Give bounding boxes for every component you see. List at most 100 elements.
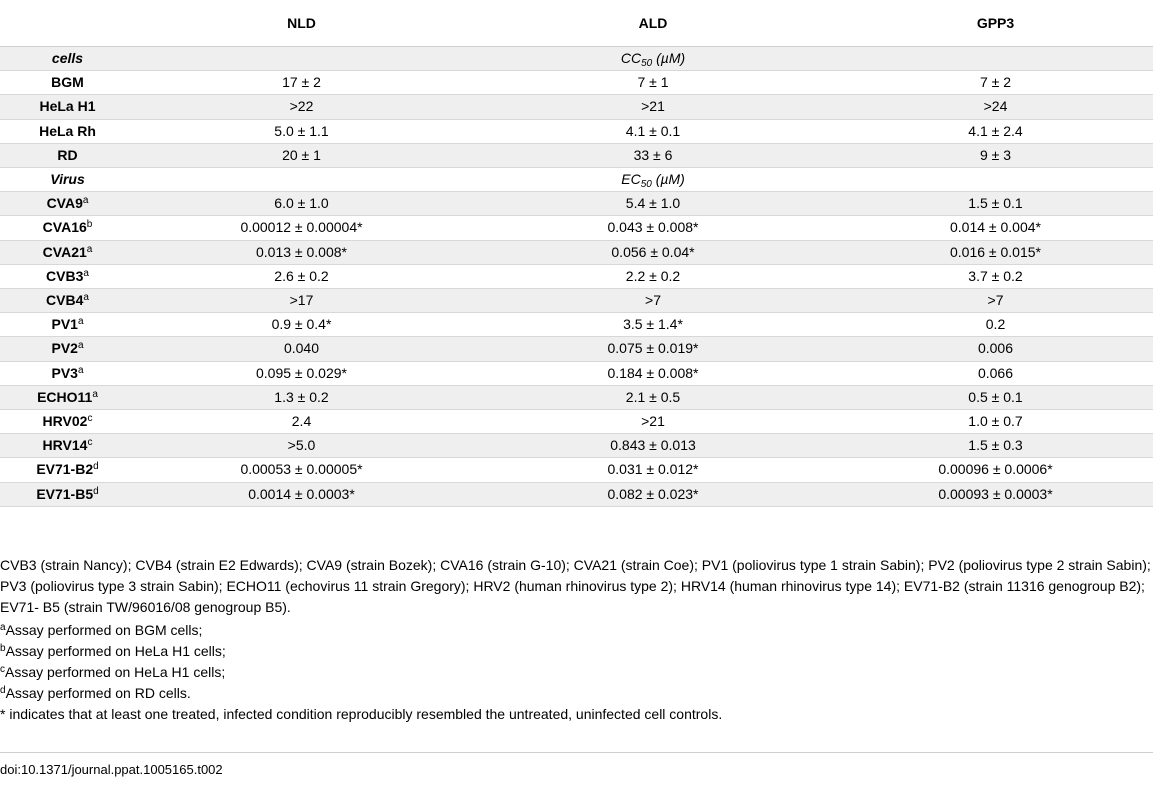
table-row: EV71-B5d 0.0014 ± 0.0003* 0.082 ± 0.023* 0.… xyxy=(0,482,1153,507)
assay-note: bAssay performed on HeLa H1 cells; xyxy=(0,641,1153,662)
row-label: CVA16b xyxy=(0,215,135,241)
value-nld: 17 ± 2 xyxy=(135,70,468,96)
value-gpp3: 0.00096 ± 0.0006* xyxy=(838,457,1153,483)
value-gpp3: 0.014 ± 0.004* xyxy=(838,215,1153,241)
value-ald: 2.1 ± 0.5 xyxy=(468,385,838,411)
value-nld: 0.095 ± 0.029* xyxy=(135,361,468,386)
footnote-mark: a xyxy=(77,340,84,352)
header-nld: NLD xyxy=(135,0,468,47)
table-row: PV1a 0.9 ± 0.4* 3.5 ± 1.4* 0.2 xyxy=(0,312,1153,338)
note-mark: a xyxy=(0,622,6,633)
footnote-mark: a xyxy=(83,292,89,304)
assay-note: dAssay performed on RD cells. xyxy=(0,683,1153,704)
value-ald: 0.075 ± 0.019* xyxy=(468,336,838,362)
footnote-mark: c xyxy=(87,437,93,449)
table-row: PV3a 0.095 ± 0.029* 0.184 ± 0.008* 0.066 xyxy=(0,361,1153,386)
value-gpp3: >7 xyxy=(838,288,1153,314)
row-label: RD xyxy=(0,143,135,169)
value-gpp3: 1.5 ± 0.1 xyxy=(838,191,1153,217)
section-unit: CC50 (µM) xyxy=(468,46,838,72)
value-gpp3: 3.7 ± 0.2 xyxy=(838,264,1153,290)
value-nld: >5.0 xyxy=(135,433,468,459)
row-label: CVA21a xyxy=(0,240,135,265)
empty-cell xyxy=(838,167,1153,193)
empty-cell xyxy=(135,167,468,193)
row-name: HeLa Rh xyxy=(39,122,96,139)
row-label: BGM xyxy=(0,70,135,96)
value-nld: 0.0014 ± 0.0003* xyxy=(135,482,468,507)
table-row: CVB4a >17 >7 >7 xyxy=(0,288,1153,314)
value-ald: 0.031 ± 0.012* xyxy=(468,457,838,483)
row-label: EV71-B2d xyxy=(0,457,135,483)
row-name: HRV14 xyxy=(42,437,88,454)
footnote-mark: a xyxy=(77,316,84,328)
value-ald: 4.1 ± 0.1 xyxy=(468,119,838,144)
value-ald: 2.2 ± 0.2 xyxy=(468,264,838,290)
doi-text: doi:10.1371/journal.ppat.1005165.t002 xyxy=(0,762,223,777)
value-gpp3: 9 ± 3 xyxy=(838,143,1153,169)
row-label: CVB4a xyxy=(0,288,135,314)
row-name: HeLa H1 xyxy=(39,98,96,115)
divider xyxy=(0,752,1153,753)
footnote-mark: d xyxy=(93,461,99,473)
value-nld: >17 xyxy=(135,288,468,314)
value-gpp3: 1.5 ± 0.3 xyxy=(838,433,1153,459)
row-label: CVA9a xyxy=(0,191,135,217)
unit-subscript: 50 xyxy=(640,179,652,191)
empty-cell xyxy=(135,46,468,72)
value-nld: 0.040 xyxy=(135,336,468,362)
footnote-mark: a xyxy=(83,267,89,279)
section-label: Virus xyxy=(0,167,135,193)
row-name: PV3 xyxy=(51,364,78,381)
value-gpp3: 0.006 xyxy=(838,336,1153,362)
row-name: HRV02 xyxy=(42,413,88,430)
value-ald: 0.184 ± 0.008* xyxy=(468,361,838,386)
note-text: Assay performed on HeLa H1 cells; xyxy=(5,643,226,659)
value-nld: 5.0 ± 1.1 xyxy=(135,119,468,144)
value-gpp3: 7 ± 2 xyxy=(838,70,1153,96)
value-nld: >22 xyxy=(135,94,468,120)
row-name: BGM xyxy=(51,74,84,91)
table-row: HRV14c >5.0 0.843 ± 0.013 1.5 ± 0.3 xyxy=(0,433,1153,459)
table-row: CVA9a 6.0 ± 1.0 5.4 ± 1.0 1.5 ± 0.1 xyxy=(0,191,1153,217)
note-mark: d xyxy=(0,685,6,696)
footnote-mark: c xyxy=(87,413,93,425)
table-row: HRV02c 2.4 >21 1.0 ± 0.7 xyxy=(0,409,1153,435)
value-gpp3: 4.1 ± 2.4 xyxy=(838,119,1153,144)
row-name: EV71-B5 xyxy=(36,485,94,502)
value-nld: 1.3 ± 0.2 xyxy=(135,385,468,411)
row-name: PV2 xyxy=(51,340,78,357)
value-ald: 0.082 ± 0.023* xyxy=(468,482,838,507)
unit-prefix: EC xyxy=(621,171,641,188)
value-nld: 0.00053 ± 0.00005* xyxy=(135,457,468,483)
value-nld: 20 ± 1 xyxy=(135,143,468,169)
note-text: Assay performed on BGM cells; xyxy=(5,622,203,638)
header-corner xyxy=(0,0,135,47)
value-gpp3: 0.066 xyxy=(838,361,1153,386)
value-ald: >7 xyxy=(468,288,838,314)
row-name: CVB4 xyxy=(46,292,84,309)
value-ald: 3.5 ± 1.4* xyxy=(468,312,838,338)
row-name: CVA16 xyxy=(42,219,87,236)
value-nld: 0.013 ± 0.008* xyxy=(135,240,468,265)
table-row: CVB3a 2.6 ± 0.2 2.2 ± 0.2 3.7 ± 0.2 xyxy=(0,264,1153,290)
row-name: CVA9 xyxy=(46,195,83,212)
table-row: PV2a 0.040 0.075 ± 0.019* 0.006 xyxy=(0,336,1153,362)
unit-suffix: (µM) xyxy=(651,171,685,188)
row-label: HRV14c xyxy=(0,433,135,459)
row-label: PV2a xyxy=(0,336,135,362)
value-ald: 0.843 ± 0.013 xyxy=(468,433,838,459)
table-header-row: NLD ALD GPP3 xyxy=(0,0,1153,47)
note-mark: c xyxy=(0,664,5,675)
note-text: Assay performed on HeLa H1 cells; xyxy=(5,664,226,680)
value-nld: 0.9 ± 0.4* xyxy=(135,312,468,338)
row-label: HRV02c xyxy=(0,409,135,435)
value-nld: 2.6 ± 0.2 xyxy=(135,264,468,290)
value-ald: 0.056 ± 0.04* xyxy=(468,240,838,265)
value-ald: 5.4 ± 1.0 xyxy=(468,191,838,217)
table-row: EV71-B2d 0.00053 ± 0.00005* 0.031 ± 0.012*… xyxy=(0,457,1153,483)
row-label: PV1a xyxy=(0,312,135,338)
